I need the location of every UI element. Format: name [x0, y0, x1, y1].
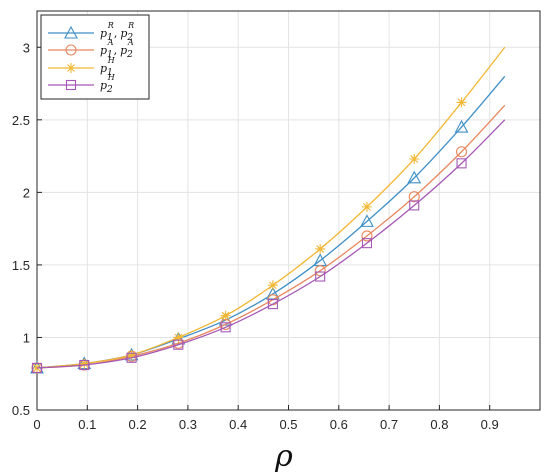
- legend-label-part: p: [100, 62, 107, 75]
- legend-item: p2 H: [48, 73, 116, 95]
- data-point-marker: [173, 332, 184, 343]
- y-tick-label: 0.5: [12, 403, 30, 418]
- legend-marker: [66, 63, 76, 73]
- data-point-marker: [267, 280, 278, 291]
- data-point-marker: [31, 362, 43, 373]
- legend-marker: [64, 25, 78, 39]
- x-tick-label: 0.5: [279, 417, 297, 432]
- x-tick-label: 0.6: [330, 417, 348, 432]
- legend-label-part: 1: [107, 68, 113, 78]
- legend-label-part: p: [100, 27, 107, 40]
- legend-label-part: A: [127, 38, 134, 47]
- data-point-marker: [173, 339, 184, 350]
- x-tick-label: 0.9: [481, 417, 499, 432]
- data-point-marker: [456, 158, 467, 169]
- data-point-marker: [32, 362, 42, 373]
- data-point-marker: [126, 349, 137, 360]
- data-point-marker: [315, 271, 326, 282]
- y-tick-label: 1: [23, 330, 30, 345]
- legend-item: p1 H: [48, 56, 116, 78]
- data-point-marker: [315, 243, 326, 254]
- data-point-marker: [409, 200, 420, 211]
- data-point-marker: [409, 153, 420, 164]
- data-point-marker: [220, 310, 231, 321]
- x-tick-label: 0.4: [229, 417, 247, 432]
- legend-label-part: R: [127, 21, 134, 30]
- x-tick-label: 0.7: [380, 417, 398, 432]
- y-tick-label: 1.5: [12, 258, 30, 273]
- data-point-marker: [407, 170, 422, 184]
- data-point-marker: [79, 358, 90, 369]
- legend-label: p1A, p2A: [100, 38, 134, 60]
- legend-label-part: p: [120, 44, 127, 57]
- x-tick-label: 0.1: [78, 417, 96, 432]
- data-point-marker: [361, 230, 373, 242]
- data-point-marker: [456, 97, 467, 108]
- data-point-marker: [267, 299, 278, 310]
- legend-label-part: ,: [114, 27, 118, 40]
- series-line: [36, 119, 506, 369]
- legend-label-part: ,: [114, 44, 118, 57]
- series-group: [30, 46, 506, 374]
- series-line: [36, 46, 506, 369]
- data-point-marker: [360, 214, 374, 227]
- data-point-marker: [408, 191, 420, 203]
- series-3: [32, 46, 506, 373]
- legend-label-part: R: [107, 21, 114, 30]
- x-tick-label: 0.8: [430, 417, 448, 432]
- legend-label: p2 H: [100, 73, 116, 95]
- data-point-marker: [361, 201, 372, 212]
- data-point-marker: [454, 119, 469, 133]
- legend-label-part: p: [120, 27, 127, 40]
- data-point-marker: [314, 265, 326, 277]
- data-point-marker: [126, 352, 137, 363]
- series-4: [31, 119, 506, 373]
- x-axis: 0 0.1 0.2 0.3 0.4 0.5 0.6 0.7 0.8 0.9: [33, 405, 499, 432]
- legend-label-part: 1: [107, 50, 113, 60]
- y-tick-label: 2: [23, 185, 30, 200]
- legend-item: p1A, p2A: [48, 38, 134, 60]
- legend-label-part: H: [107, 56, 116, 65]
- x-axis-label: ρ: [274, 439, 293, 474]
- data-point-marker: [361, 238, 373, 249]
- legend-label-part: 1: [107, 33, 113, 43]
- legend-marker: [65, 79, 77, 91]
- legend-label-part: p: [100, 44, 107, 57]
- legend-label-part: 2: [126, 50, 133, 60]
- legend-label: p1 H: [100, 56, 116, 78]
- y-tick-label: 2.5: [12, 113, 30, 128]
- legend-label-part: A: [107, 38, 114, 47]
- legend-label-part: H: [107, 73, 116, 82]
- legend-label: p1R, p2R: [100, 21, 134, 43]
- legend-label-part: 2: [106, 85, 113, 95]
- data-point-marker: [79, 359, 90, 371]
- data-point-marker: [220, 322, 231, 333]
- legend-item: p1R, p2R: [48, 21, 134, 43]
- x-tick-label: 0.3: [179, 417, 197, 432]
- legend-marker: [65, 44, 77, 56]
- x-tick-label: 0.2: [129, 417, 147, 432]
- y-tick-label: 3: [23, 40, 30, 55]
- y-axis: 0.5 1 1.5 2 2.5 3: [12, 40, 42, 418]
- data-point-marker: [265, 286, 280, 300]
- x-tick-label: 0: [33, 417, 40, 432]
- legend-label-part: 2: [126, 33, 133, 43]
- legend-label-part: p: [100, 79, 107, 92]
- data-point-marker: [455, 146, 468, 158]
